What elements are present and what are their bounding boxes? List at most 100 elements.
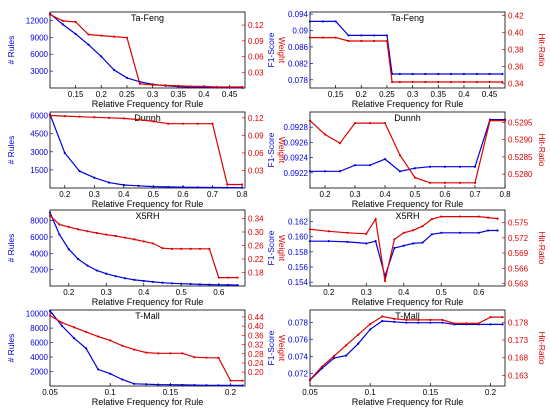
- right-axis-data-point: [477, 322, 480, 325]
- x-tick-label: 0.2: [323, 288, 335, 297]
- left-axis-data-point: [393, 320, 396, 323]
- right-axis-data-point: [74, 20, 77, 24]
- left-axis-data-point: [208, 283, 211, 286]
- right-axis-data-point: [501, 80, 504, 84]
- left-axis-data-point: [133, 278, 136, 281]
- plot-frame: [309, 111, 506, 189]
- right-axis-data-point: [369, 323, 372, 326]
- right-axis-data-point: [215, 85, 218, 89]
- left-axis-data-point: [496, 229, 499, 232]
- y-right-tick-label: 0.12: [248, 114, 264, 123]
- x-tick-label: 0.8: [236, 190, 248, 199]
- left-axis-data-point: [67, 248, 70, 251]
- right-axis-data-point: [475, 80, 478, 84]
- left-axis-data-point: [405, 321, 408, 324]
- left-axis-data-point: [462, 72, 466, 76]
- left-axis-series-line: [310, 229, 498, 279]
- panel-title: Dunnh: [394, 113, 421, 123]
- x-tick-label: 0.4: [198, 90, 210, 99]
- right-axis-data-point: [398, 154, 402, 157]
- left-axis-data-point: [477, 231, 480, 234]
- y-left-tick-label: 8000: [30, 324, 48, 333]
- left-axis-data-point: [374, 240, 377, 243]
- right-axis-data-point: [61, 19, 64, 23]
- right-axis-data-point: [402, 231, 405, 234]
- panel-5: X5RH 0.2 0.3 0.4 0.5 0.6 Relative Frequency fo…: [6, 209, 287, 307]
- y-left-axis-label: # Rules: [6, 136, 16, 165]
- right-axis-data-point: [383, 121, 387, 125]
- right-axis-data-point: [164, 84, 167, 87]
- left-axis-data-point: [114, 275, 117, 278]
- left-axis-data-point: [488, 72, 491, 76]
- plot-frame: [49, 111, 246, 189]
- left-axis-data-point: [347, 34, 350, 37]
- x-tick-label: 0.15: [328, 90, 344, 99]
- left-axis-data-point: [443, 165, 447, 168]
- right-axis-data-point: [109, 339, 112, 342]
- right-axis-data-point: [133, 238, 136, 241]
- right-axis-data-point: [67, 225, 70, 228]
- right-axis-data-point: [453, 322, 456, 325]
- left-axis-data-point: [321, 20, 324, 23]
- plot-frame: [309, 309, 506, 387]
- plot-frame: [49, 309, 246, 387]
- y-left-tick-label: 6000: [30, 339, 48, 348]
- x-tick-label: 0.3: [89, 190, 101, 199]
- left-axis-data-point: [100, 55, 103, 58]
- right-axis-data-point: [308, 378, 312, 381]
- left-axis-data-point: [72, 337, 76, 340]
- left-axis-data-point: [152, 185, 155, 188]
- left-axis-data-point: [501, 72, 504, 76]
- right-axis-data-point: [496, 217, 499, 220]
- y-left-tick-label: 0.086: [288, 43, 309, 52]
- right-axis-data-point: [381, 315, 384, 318]
- plot-frame: [49, 11, 246, 89]
- y-left-axis-label: F1-Score: [266, 32, 276, 67]
- left-axis-data-point: [424, 72, 427, 76]
- x-tick-label: 0.6: [439, 190, 451, 199]
- left-axis-data-point: [97, 368, 100, 371]
- panel-8: T-Mall 0.05 0.1 0.15 0.2 Relative Frequency f…: [266, 309, 547, 407]
- y-left-axis-label: # Rules: [6, 234, 16, 263]
- left-axis-data-point: [308, 170, 312, 173]
- right-axis-data-point: [86, 230, 89, 233]
- left-axis-data-point: [180, 282, 183, 285]
- left-axis-data-point: [74, 32, 77, 36]
- right-axis-data-point: [411, 80, 414, 84]
- right-axis-data-point: [78, 115, 81, 118]
- x-tick-label: 0.2: [356, 90, 368, 99]
- right-axis-data-point: [417, 318, 420, 321]
- right-axis-data-point: [138, 82, 141, 85]
- left-axis-data-point: [369, 328, 372, 331]
- left-axis-data-point: [87, 43, 90, 46]
- x-axis-label: Relative Frequency for Rule: [352, 199, 464, 209]
- right-axis-data-point: [208, 247, 211, 250]
- y-right-tick-label: 0.38: [508, 46, 524, 55]
- right-axis-data-point: [308, 119, 312, 122]
- right-axis-data-point: [105, 233, 108, 236]
- right-axis-data-point: [503, 119, 507, 122]
- right-axis-data-point: [193, 356, 196, 359]
- x-tick-label: 0.2: [96, 90, 108, 99]
- right-axis-data-point: [347, 39, 350, 43]
- y-left-tick-label: 0.0924: [284, 154, 309, 163]
- y-right-axis-label: Hit-Ratio: [537, 331, 547, 364]
- x-axis-label: Relative Frequency for Rule: [352, 397, 464, 407]
- y-right-tick-label: 0.36: [508, 63, 524, 72]
- y-right-tick-label: 0.5280: [508, 170, 533, 179]
- right-axis-data-point: [393, 317, 396, 320]
- y-left-tick-label: 1500: [30, 166, 48, 175]
- left-axis-data-point: [327, 240, 330, 243]
- x-tick-label: 0.05: [302, 388, 318, 397]
- left-axis-data-point: [458, 231, 462, 234]
- right-axis-data-point: [473, 181, 477, 184]
- left-axis-data-point: [107, 181, 111, 184]
- right-axis-data-point: [48, 214, 52, 217]
- x-tick-label: 0.15: [163, 388, 179, 397]
- y-right-tick-label: 0.34: [508, 80, 524, 89]
- left-axis-data-point: [360, 34, 363, 37]
- panel-7: T-Mall 0.05 0.1 0.15 0.2 Relative Frequency f…: [6, 309, 287, 407]
- x-tick-label: 0.7: [469, 190, 481, 199]
- left-axis-data-point: [86, 264, 89, 267]
- right-axis-data-point: [421, 225, 424, 228]
